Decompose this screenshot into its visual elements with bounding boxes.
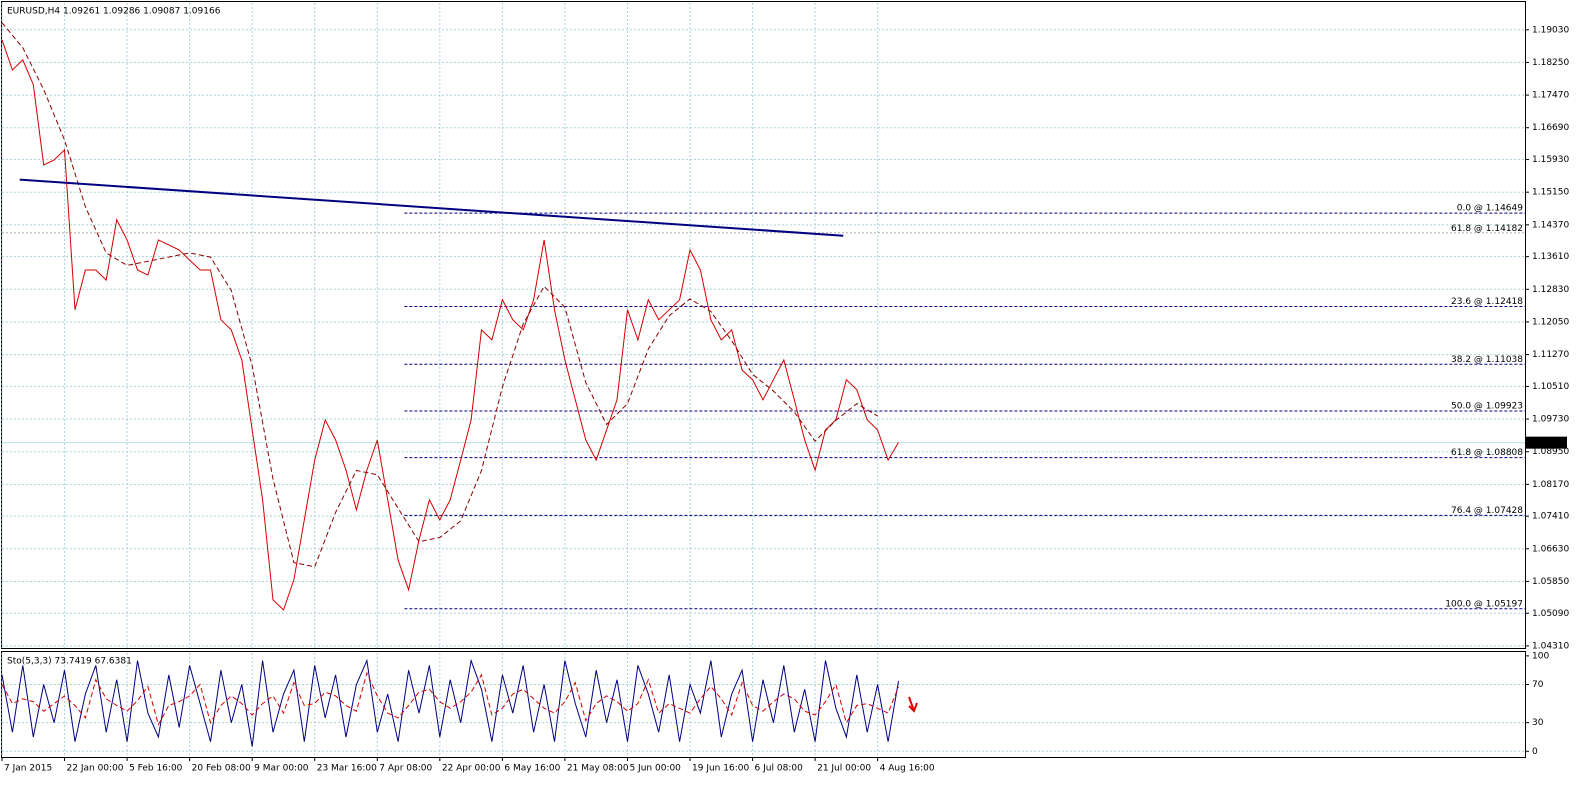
x-tick-label: 6 Jul 08:00: [755, 764, 804, 774]
x-tick-label: 19 Jun 16:00: [692, 764, 749, 774]
y-tick-label: 1.07410: [1532, 512, 1569, 522]
y-tick-label: 100: [1532, 651, 1549, 661]
y-tick-label: 1.12830: [1532, 285, 1569, 295]
y-tick-label: 1.19030: [1532, 25, 1569, 35]
y-tick-label: 1.15150: [1532, 188, 1569, 198]
down-arrow: [908, 696, 918, 713]
fibonacci-label: 100.0 @ 1.05197: [1445, 599, 1523, 609]
y-tick-label: 1.08950: [1532, 447, 1569, 457]
y-tick-label: 1.11270: [1532, 350, 1569, 360]
y-tick-label: 1.13610: [1532, 252, 1569, 262]
y-tick-label: 30: [1532, 718, 1544, 728]
x-tick-label: 21 May 08:00: [567, 764, 629, 774]
panel-title: Sto(5,3,3) 73.7419 67.6381: [7, 657, 132, 667]
x-tick-label: 22 Jan 00:00: [67, 764, 124, 774]
series-line: [1, 671, 899, 726]
y-tick-label: 70: [1532, 680, 1544, 690]
x-tick-label: 9 Mar 00:00: [254, 764, 309, 774]
y-tick-label: 1.05090: [1532, 609, 1569, 619]
x-tick-label: 4 Aug 16:00: [880, 764, 935, 774]
x-tick-label: 5 Jun 00:00: [629, 764, 681, 774]
x-tick-label: 21 Jul 00:00: [817, 764, 871, 774]
y-tick-label: 1.05850: [1532, 577, 1569, 587]
x-tick-label: 22 Apr 00:00: [442, 764, 501, 774]
oscillator-panel-frame: [1, 651, 1526, 758]
y-tick-label: 1.06630: [1532, 544, 1569, 554]
last-price-label: 1.09166: [1530, 438, 1567, 448]
reference-level-label: 61.8 @ 1.14182: [1451, 224, 1523, 234]
fibonacci-label: 61.8 @ 1.08808: [1451, 448, 1523, 458]
last-price-box: [1525, 436, 1567, 449]
y-tick-label: 1.08170: [1532, 480, 1569, 490]
y-tick-label: 1.15930: [1532, 155, 1569, 165]
y-tick-label: 1.10510: [1532, 382, 1569, 392]
x-tick-label: 7 Apr 08:00: [379, 764, 432, 774]
y-tick-label: 1.12050: [1532, 317, 1569, 327]
panel-title: EURUSD,H4 1.09261 1.09286 1.09087 1.0916…: [7, 7, 221, 17]
x-tick-label: 23 Mar 16:00: [317, 764, 377, 774]
trendline: [19, 178, 844, 237]
x-tick-label: 6 May 16:00: [504, 764, 560, 774]
series-line: [1, 22, 878, 568]
y-tick-label: 1.17470: [1532, 91, 1569, 101]
y-tick-label: 1.18250: [1532, 58, 1569, 68]
y-tick-label: 1.16690: [1532, 123, 1569, 133]
x-tick-label: 20 Feb 08:00: [192, 764, 251, 774]
y-tick-label: 0: [1532, 747, 1538, 757]
y-tick-label: 1.09730: [1532, 415, 1569, 425]
y-tick-label: 1.04310: [1532, 641, 1569, 651]
fibonacci-label: 23.6 @ 1.12418: [1451, 297, 1523, 307]
fibonacci-label: 38.2 @ 1.11038: [1451, 355, 1523, 365]
x-tick-label: 7 Jan 2015: [4, 764, 52, 774]
fibonacci-label: 50.0 @ 1.09923: [1451, 401, 1523, 411]
x-tick-label: 5 Feb 16:00: [129, 764, 183, 774]
series-line: [1, 658, 899, 747]
y-tick-label: 1.14370: [1532, 220, 1569, 230]
series-line: [1, 39, 899, 611]
fibonacci-label: 76.4 @ 1.07428: [1451, 506, 1523, 516]
fibonacci-label: 0.0 @ 1.14649: [1457, 204, 1524, 214]
